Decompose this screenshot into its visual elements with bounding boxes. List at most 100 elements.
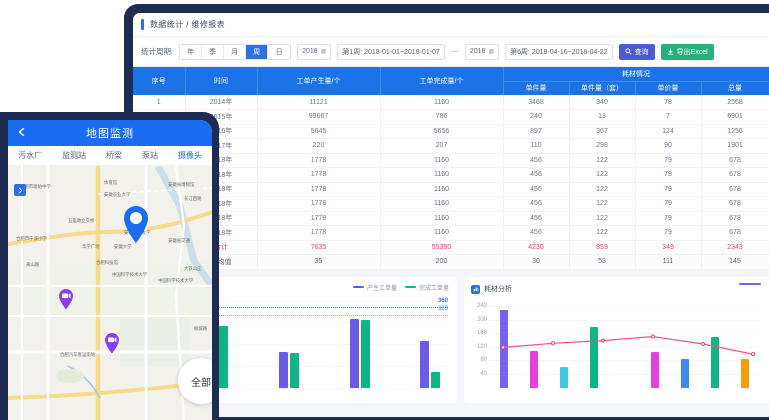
zoom-control-icon[interactable] (14, 184, 26, 196)
table-cell: 349 (635, 240, 702, 255)
mobile-tab-1[interactable]: 监测站 (62, 151, 86, 160)
table-cell: 1256 (701, 124, 769, 139)
year-start-select[interactable]: 2018 ▦ (297, 43, 332, 60)
table-row[interactable]: 合计 7635 55390 4230 859 349 2343 (133, 240, 769, 255)
table-cell: 79 (635, 225, 702, 241)
table-cell: 90 (635, 138, 702, 154)
table-row[interactable]: 1 2014年 11121 1160 3468 340 78 2568 (133, 95, 769, 110)
current-location-marker[interactable] (119, 202, 153, 244)
mobile-tab-bar[interactable]: 污水厂 监测站 桥梁 泵站 摄像头 (8, 146, 212, 166)
camera-marker[interactable] (58, 288, 75, 310)
table-cell: 1901 (701, 138, 769, 154)
map-label: 华学广场 (82, 244, 100, 249)
period-option-2[interactable]: 月 (224, 44, 247, 59)
camera-marker-icon (59, 289, 73, 310)
table-row[interactable]: 42017年220207110298901901 (133, 138, 769, 154)
period-option-1[interactable]: 季 (202, 44, 225, 59)
calendar-icon: ▦ (488, 49, 495, 55)
table-row[interactable]: 102018年1778116045612279678 (133, 225, 769, 241)
table-cell: 3468 (503, 95, 570, 110)
map-label: 安徽省博物馆 (168, 182, 195, 187)
export-button-label: 导出Excel (676, 48, 708, 56)
table-cell: 6901 (701, 109, 769, 125)
mobile-tab-4[interactable]: 摄像头 (178, 151, 202, 160)
bar-group[interactable] (420, 341, 441, 388)
table-row[interactable]: 52018年1778116045612279678 (133, 153, 769, 168)
table-cell: 2343 (701, 240, 769, 255)
bar[interactable] (500, 310, 509, 388)
mobile-tab-0[interactable]: 污水厂 (18, 151, 42, 160)
table-cell: 1778 (257, 167, 381, 183)
bar-group[interactable] (278, 352, 299, 388)
period-option-4[interactable]: 日 (268, 44, 291, 59)
map-canvas[interactable]: 合肥市琥珀中学 体育馆 安徽农业大学 安徽省博物馆 五里墩立交桥 安徽医科大学 … (8, 166, 212, 420)
all-filter-button[interactable]: 全部 (178, 358, 212, 404)
all-filter-label: 全部 (191, 377, 211, 389)
range-start-select[interactable]: 第1周: 2018-01-01~2018-01-07 (337, 43, 445, 60)
export-excel-button[interactable]: 导出Excel (660, 43, 714, 60)
bar (289, 353, 299, 388)
period-option-3[interactable]: 周 (246, 44, 269, 59)
bar[interactable] (530, 350, 539, 388)
bar (349, 319, 359, 388)
map-label: 桐城路 (194, 326, 208, 331)
table-cell: 859 (569, 240, 636, 255)
material-chart-header: 耗材分析 (471, 283, 762, 296)
table-row[interactable]: 72018年1778116045612279678 (133, 182, 769, 197)
marker-label: 323 (437, 306, 448, 313)
marker-label: 360 (437, 298, 448, 305)
breadcrumb: 数据统计 / 维修报表 (133, 13, 769, 37)
bar[interactable] (590, 326, 599, 388)
gridline (489, 319, 760, 321)
mobile-page-title: 地图监测 (86, 128, 134, 140)
table-row[interactable]: 92018年1778116045612279678 (133, 211, 769, 226)
back-button[interactable] (17, 124, 27, 142)
bar[interactable] (560, 366, 569, 388)
bar[interactable] (650, 352, 659, 388)
table-cell: 122 (569, 153, 636, 168)
table-cell: 1778 (257, 225, 381, 241)
bar[interactable] (710, 336, 719, 388)
material-y-axis: 40 80 120 160 200 240 (471, 300, 489, 388)
table-row[interactable]: 22015年996677862401376901 (133, 109, 769, 125)
period-segmented-control[interactable]: 年季月周日 (179, 43, 292, 60)
gridline (489, 306, 760, 308)
table-cell: 78 (635, 95, 702, 110)
period-option-0[interactable]: 年 (180, 44, 203, 59)
table-row[interactable]: 62018年1778116045612279678 (133, 167, 769, 183)
mobile-tab-2[interactable]: 桥梁 (106, 151, 122, 160)
table-cell: 2014年 (185, 95, 258, 110)
gridline (489, 373, 760, 375)
table-row[interactable]: 平均值 35 200 30 53 111 145 (133, 254, 769, 270)
range-end-select[interactable]: 第6周: 2018-04-16~2018-04-22 (505, 43, 613, 60)
table-cell: 35 (257, 254, 381, 270)
camera-marker[interactable] (104, 332, 121, 354)
table-row[interactable]: 32016年564556568973671241256 (133, 124, 769, 139)
table-cell: 456 (503, 153, 570, 168)
mobile-tab-3[interactable]: 泵站 (142, 151, 158, 160)
gridline (165, 299, 448, 301)
chart-icon (471, 284, 480, 294)
table-cell: 1160 (380, 182, 504, 197)
year-end-select[interactable]: 2018 ▦ (464, 43, 500, 60)
map-label: 安徽大学 (114, 244, 132, 249)
table-cell: 678 (701, 153, 769, 168)
search-button[interactable]: 查询 (618, 43, 655, 60)
y-tick: 40 (480, 370, 487, 377)
table-body: 12014年111211160346834078256822015年996677… (133, 95, 769, 270)
gridline (165, 321, 448, 323)
bar[interactable] (740, 358, 749, 388)
trend-point (600, 337, 606, 343)
material-trend-line (500, 333, 756, 356)
legend-swatch (739, 282, 761, 285)
bar-group[interactable] (349, 319, 370, 388)
range-separator: — (450, 47, 459, 56)
table-cell: 786 (380, 109, 504, 125)
material-chart-card: 耗材分析 40 80 120 160 200 240 (464, 276, 769, 403)
table-cell: 2568 (701, 95, 769, 110)
bar[interactable] (680, 358, 689, 388)
table-cell: 1778 (257, 196, 381, 212)
